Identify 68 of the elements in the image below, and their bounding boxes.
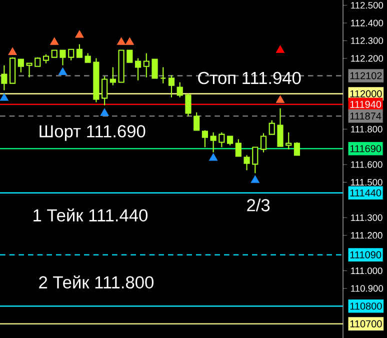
ref-line-label: 112000 [350,90,382,98]
point [125,37,134,45]
candlestick [185,92,192,117]
y-tick-label: 110.900 [351,285,384,292]
y-tick-label: 112.400 [351,20,384,26]
y-tick-label: 111.200 [351,232,382,239]
y-tick-label: 111.500 [351,178,382,186]
annotation: Шорт 111.690 [40,125,146,141]
candlestick [176,82,183,98]
point [75,30,84,38]
y-tick-label: 112.500 [351,2,384,9]
point [50,37,59,45]
candlestick [152,58,158,79]
candlestick [60,50,66,66]
point [250,175,260,183]
y-tick-label: 111.000 [351,267,382,274]
point [116,37,126,45]
candlestick [134,58,142,81]
candlestick [160,66,166,84]
y-tick-label: 111.600 [351,161,382,168]
candlestick [268,120,275,135]
ref-line-label: 112102 [350,72,382,80]
candlestick [126,50,133,63]
annotation: 1 Тейк 111.440 [34,208,148,222]
candlestick [235,138,242,157]
ref-line-label: 111940 [350,100,382,108]
ref-line-label: 111090 [350,251,382,258]
candlestick [84,52,91,63]
candlestick [18,58,24,73]
candlestick [194,112,200,131]
y-tick-label: 111.300 [351,214,382,221]
point [276,95,285,103]
candlestick [277,108,284,147]
annotation: Стоп 111.940 [198,72,301,84]
candlestick [252,146,258,174]
candlestick [227,136,234,146]
ref-line-label: 111690 [350,145,382,152]
ref-line-label: 110700 [350,320,382,328]
candlestick [110,66,116,86]
candlestick [1,64,8,91]
y-tick-label: 111.800 [351,126,382,132]
candlestick [143,52,150,78]
candlestick [210,132,216,153]
candlestick [244,154,250,171]
candlestick [202,130,208,148]
candlestick [286,132,292,150]
y-tick-label: 112.200 [351,55,384,62]
candlestick [68,48,74,61]
point [276,45,285,53]
point [58,67,68,75]
candlestick [294,142,300,156]
candlestick [42,54,50,64]
annotation: 2 Тейк 111.800 [39,275,154,288]
y-tick-label: 112.300 [351,37,384,44]
candlestick [260,132,267,153]
ref-line-label: 110800 [350,302,382,310]
candlestick [26,62,32,78]
ref-line-label: 111440 [350,189,382,196]
point [100,108,109,116]
candlestick [168,74,175,98]
ref-line-label: 111874 [350,112,382,120]
point [0,93,8,101]
candlestick [76,44,83,58]
annotation: 2/3 [247,198,270,212]
point [8,47,17,55]
point [209,153,218,161]
candlestick [102,76,108,106]
candlestick [218,132,225,148]
